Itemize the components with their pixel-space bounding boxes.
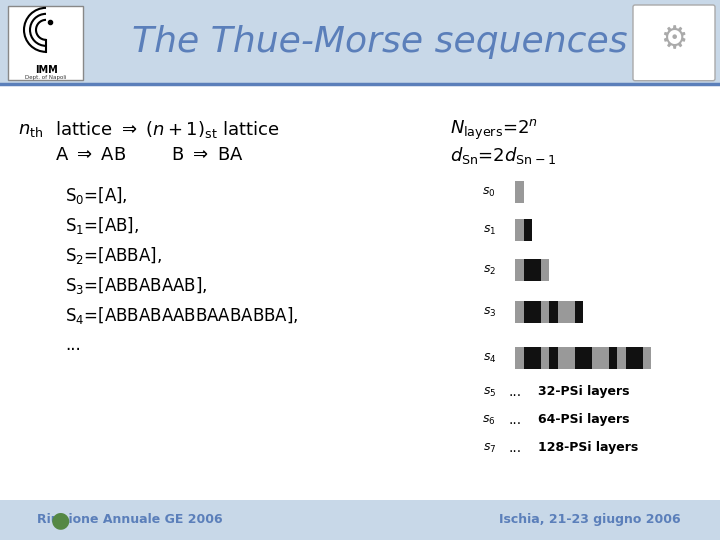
Bar: [575, 301, 583, 323]
Bar: [642, 347, 651, 369]
Bar: [617, 347, 626, 369]
Text: $s_7$: $s_7$: [482, 442, 496, 455]
Text: Dept. of Napoli: Dept. of Napoli: [25, 75, 67, 80]
Text: S$_0$=[A],: S$_0$=[A],: [65, 185, 127, 206]
Bar: [515, 219, 523, 241]
Bar: [592, 347, 600, 369]
Text: ...: ...: [65, 336, 81, 354]
Text: S$_3$=[ABBABAAB],: S$_3$=[ABBABAAB],: [65, 274, 207, 295]
Text: $s_0$: $s_0$: [482, 185, 496, 199]
Bar: [600, 347, 608, 369]
Bar: [557, 301, 566, 323]
Text: $N_{\rm layers}$=2$^n$: $N_{\rm layers}$=2$^n$: [450, 118, 538, 142]
Bar: [523, 301, 532, 323]
Text: ...: ...: [508, 385, 521, 399]
Bar: [608, 347, 617, 369]
Text: ●: ●: [50, 510, 70, 530]
Bar: [523, 259, 532, 281]
Bar: [0, 84, 720, 500]
Bar: [532, 301, 541, 323]
Bar: [557, 347, 566, 369]
Text: S$_1$=[AB],: S$_1$=[AB],: [65, 214, 139, 235]
Bar: [549, 301, 557, 323]
Text: A $\Rightarrow$ AB        B $\Rightarrow$ BA: A $\Rightarrow$ AB B $\Rightarrow$ BA: [55, 146, 243, 164]
Bar: [575, 347, 583, 369]
Text: ...: ...: [508, 441, 521, 455]
Bar: [549, 347, 557, 369]
Text: IMM: IMM: [35, 65, 58, 75]
Text: The Thue-Morse sequences: The Thue-Morse sequences: [132, 25, 628, 59]
Text: 32-PSi layers: 32-PSi layers: [538, 386, 629, 399]
Bar: [532, 259, 541, 281]
Bar: [515, 259, 523, 281]
Bar: [515, 301, 523, 323]
Bar: [515, 347, 523, 369]
Text: ⚙: ⚙: [660, 25, 688, 55]
Bar: [566, 301, 575, 323]
Text: $s_1$: $s_1$: [482, 224, 496, 237]
Text: $s_4$: $s_4$: [482, 352, 496, 365]
Bar: [541, 301, 549, 323]
Bar: [583, 347, 592, 369]
Text: lattice $\Rightarrow$ $(n+1)_{\rm st}$ lattice: lattice $\Rightarrow$ $(n+1)_{\rm st}$ l…: [50, 119, 279, 140]
Bar: [0, 0, 720, 84]
Bar: [523, 219, 532, 241]
Bar: [523, 347, 532, 369]
Bar: [0, 500, 720, 540]
Text: Ischia, 21-23 giugno 2006: Ischia, 21-23 giugno 2006: [499, 513, 681, 526]
Text: ...: ...: [508, 413, 521, 427]
Text: $s_2$: $s_2$: [483, 264, 496, 276]
Bar: [541, 347, 549, 369]
Text: $d_{\rm Sn}$=2$d_{\rm Sn-1}$: $d_{\rm Sn}$=2$d_{\rm Sn-1}$: [450, 145, 556, 165]
Text: 128-PSi layers: 128-PSi layers: [538, 442, 638, 455]
Bar: [532, 347, 541, 369]
Bar: [541, 259, 549, 281]
Text: $s_5$: $s_5$: [482, 386, 496, 399]
Text: S$_2$=[ABBA],: S$_2$=[ABBA],: [65, 245, 162, 266]
Text: 64-PSi layers: 64-PSi layers: [538, 414, 629, 427]
Text: $n_{\rm th}$: $n_{\rm th}$: [18, 121, 43, 139]
FancyBboxPatch shape: [8, 6, 83, 80]
Bar: [515, 181, 523, 203]
Bar: [626, 347, 634, 369]
Bar: [566, 347, 575, 369]
Text: S$_4$=[ABBABAABBAABABBA],: S$_4$=[ABBABAABBAABABBA],: [65, 305, 299, 326]
Bar: [634, 347, 642, 369]
Text: Riunione Annuale GE 2006: Riunione Annuale GE 2006: [37, 513, 222, 526]
Text: $s_3$: $s_3$: [482, 306, 496, 319]
Text: $s_6$: $s_6$: [482, 414, 496, 427]
FancyBboxPatch shape: [633, 5, 715, 80]
